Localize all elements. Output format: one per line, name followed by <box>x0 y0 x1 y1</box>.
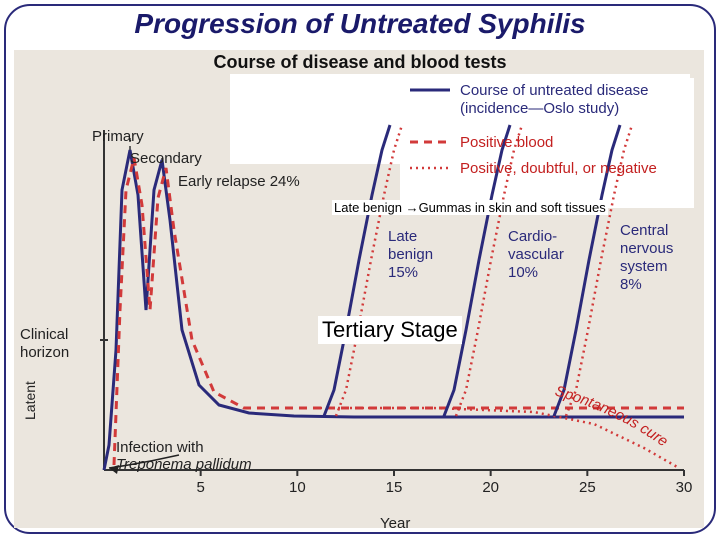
svg-text:30: 30 <box>676 479 693 496</box>
y-clinical-1: Clinical <box>20 326 68 343</box>
svg-text:5: 5 <box>196 479 204 496</box>
svg-text:10: 10 <box>289 479 306 496</box>
lbl-cardio-2: vascular <box>508 246 564 263</box>
legend-dashed: Positive blood <box>460 134 553 151</box>
lbl-infection-2: Treponema pallidum <box>116 456 252 473</box>
lbl-late-benign-pct: 15% <box>388 264 418 281</box>
chart-subtitle: Course of disease and blood tests <box>0 52 720 73</box>
svg-text:20: 20 <box>482 479 499 496</box>
lbl-infection-1: Infection with <box>116 439 204 456</box>
legend-solid-2: (incidence—Oslo study) <box>460 100 619 117</box>
lbl-secondary: Secondary <box>130 150 202 167</box>
x-axis-label: Year <box>380 515 410 532</box>
lbl-early-relapse: Early relapse 24% <box>178 173 300 190</box>
annot-gummas: Late benign →Gummas in skin and soft tis… <box>332 200 608 215</box>
lbl-cns-pct: 8% <box>620 276 642 293</box>
lbl-cns-2: nervous <box>620 240 673 257</box>
page-title: Progression of Untreated Syphilis <box>0 8 720 40</box>
lbl-cns-3: system <box>620 258 668 275</box>
y-clinical-2: horizon <box>20 344 69 361</box>
lbl-primary: Primary <box>92 128 144 145</box>
svg-text:15: 15 <box>386 479 403 496</box>
lbl-late-benign-2: benign <box>388 246 433 263</box>
lbl-cns-1: Central <box>620 222 668 239</box>
lbl-cardio-1: Cardio- <box>508 228 557 245</box>
annot-tertiary: Tertiary Stage <box>318 316 462 344</box>
svg-text:25: 25 <box>579 479 596 496</box>
lbl-cardio-pct: 10% <box>508 264 538 281</box>
y-latent: Latent <box>22 381 38 420</box>
legend-dotted: Positive, doubtful, or negative <box>460 160 657 177</box>
legend-solid-1: Course of untreated disease <box>460 82 648 99</box>
lbl-late-benign-1: Late <box>388 228 417 245</box>
